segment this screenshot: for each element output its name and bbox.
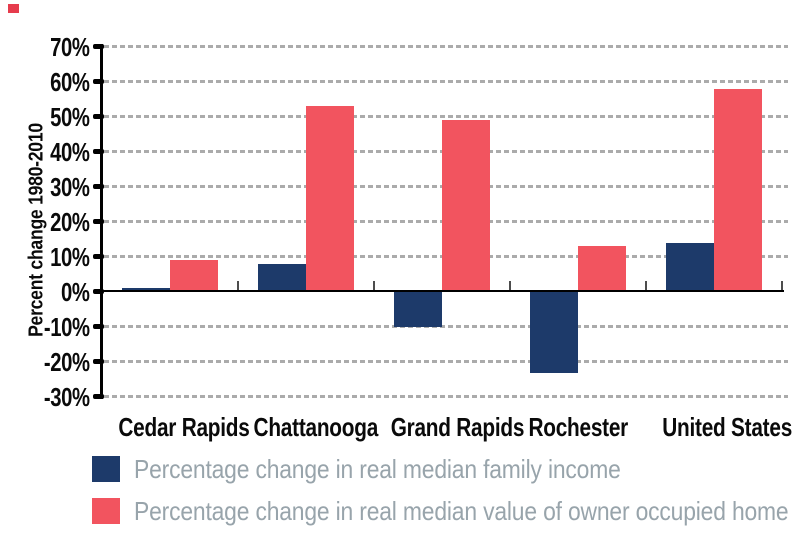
y-tick-label-40: 40% bbox=[0, 136, 91, 167]
gridline--10 bbox=[104, 325, 788, 328]
y-tick-label-text: 10% bbox=[50, 241, 91, 272]
y-tick-label-text: 30% bbox=[50, 171, 91, 202]
y-tick-label-50: 50% bbox=[0, 101, 91, 132]
zero-baseline bbox=[102, 290, 784, 292]
bar-home-value-cedar-rapids bbox=[170, 260, 218, 292]
y-tick-label-text: 0% bbox=[61, 276, 90, 307]
y-tick-label-70: 70% bbox=[0, 31, 91, 62]
gridline--30 bbox=[104, 395, 788, 398]
y-tick-label--20: -20% bbox=[0, 347, 90, 377]
bar-income-chattanooga bbox=[258, 264, 306, 292]
y-axis-tick-70 bbox=[93, 44, 104, 49]
y-axis-tick-10 bbox=[93, 254, 104, 259]
x-axis-tick-4 bbox=[645, 281, 647, 291]
corner-mark bbox=[8, 4, 19, 13]
x-axis-tick-3 bbox=[509, 281, 511, 291]
bar-home-value-rochester bbox=[578, 246, 626, 292]
y-tick-label-text: 40% bbox=[50, 136, 91, 167]
bar-home-value-united-states bbox=[714, 89, 762, 292]
category-label-text: Cedar Rapids bbox=[118, 412, 250, 442]
y-tick-label-text: 70% bbox=[50, 31, 91, 62]
y-axis-tick-40 bbox=[93, 149, 104, 154]
y-axis-tick-60 bbox=[93, 79, 104, 84]
y-axis-tick-0 bbox=[93, 289, 104, 294]
bar-home-value-chattanooga bbox=[306, 106, 354, 292]
category-label-cedar-rapids: Cedar Rapids bbox=[102, 411, 249, 443]
category-label-rochester: Rochester bbox=[510, 411, 646, 443]
y-tick-label-20: 20% bbox=[0, 206, 91, 237]
x-axis-tick-1 bbox=[237, 281, 239, 291]
category-label-text: Rochester bbox=[528, 412, 628, 442]
y-tick-label--30: -30% bbox=[0, 382, 90, 412]
x-axis-tick-5 bbox=[781, 281, 783, 291]
category-label-grand-rapids: Grand Rapids bbox=[374, 411, 525, 443]
legend-row-home-value: Percentage change in real median value o… bbox=[92, 495, 800, 526]
category-label-text: Grand Rapids bbox=[390, 412, 525, 442]
y-tick-label-60: 60% bbox=[0, 66, 91, 97]
category-label-text: United States bbox=[662, 412, 793, 442]
legend-label-income: Percentage change in real median family … bbox=[134, 453, 621, 484]
legend-swatch-income bbox=[92, 456, 120, 482]
y-tick-label-30: 30% bbox=[0, 171, 91, 202]
category-label-united-states: United States bbox=[646, 411, 792, 443]
y-tick-label-10: 10% bbox=[0, 241, 91, 272]
y-tick-label-text: 20% bbox=[50, 206, 91, 237]
y-tick-label-text: -10% bbox=[44, 311, 90, 342]
x-axis-tick-2 bbox=[373, 281, 375, 291]
category-label-chattanooga: Chattanooga bbox=[238, 411, 379, 443]
y-axis-tick-30 bbox=[93, 184, 104, 189]
legend-swatch-home-value bbox=[92, 498, 120, 524]
y-axis-tick--10 bbox=[93, 324, 104, 329]
gridline-50 bbox=[104, 115, 788, 118]
y-axis-tick--20 bbox=[93, 359, 104, 364]
category-label-text: Chattanooga bbox=[253, 412, 379, 442]
gridline-70 bbox=[104, 45, 788, 48]
legend-label-home-value: Percentage change in real median value o… bbox=[134, 495, 789, 526]
y-tick-label-text: 60% bbox=[50, 66, 91, 97]
bar-income-united-states bbox=[666, 243, 714, 292]
y-tick-label--10: -10% bbox=[0, 312, 90, 342]
y-tick-label-text: -30% bbox=[44, 381, 90, 412]
bar-income-rochester bbox=[530, 292, 578, 373]
y-tick-label-0: 0% bbox=[0, 277, 90, 307]
y-axis-tick-50 bbox=[93, 114, 104, 119]
y-axis-tick--30 bbox=[93, 394, 104, 399]
gridline--20 bbox=[104, 360, 788, 363]
bar-income-grand-rapids bbox=[394, 292, 442, 327]
bar-home-value-grand-rapids bbox=[442, 120, 490, 292]
legend-row-income: Percentage change in real median family … bbox=[92, 453, 800, 484]
y-axis-tick-20 bbox=[93, 219, 104, 224]
legend: Percentage change in real median family … bbox=[92, 453, 800, 540]
y-tick-label-text: -20% bbox=[44, 346, 90, 377]
y-tick-label-text: 50% bbox=[50, 101, 91, 132]
gridline-60 bbox=[104, 80, 788, 83]
